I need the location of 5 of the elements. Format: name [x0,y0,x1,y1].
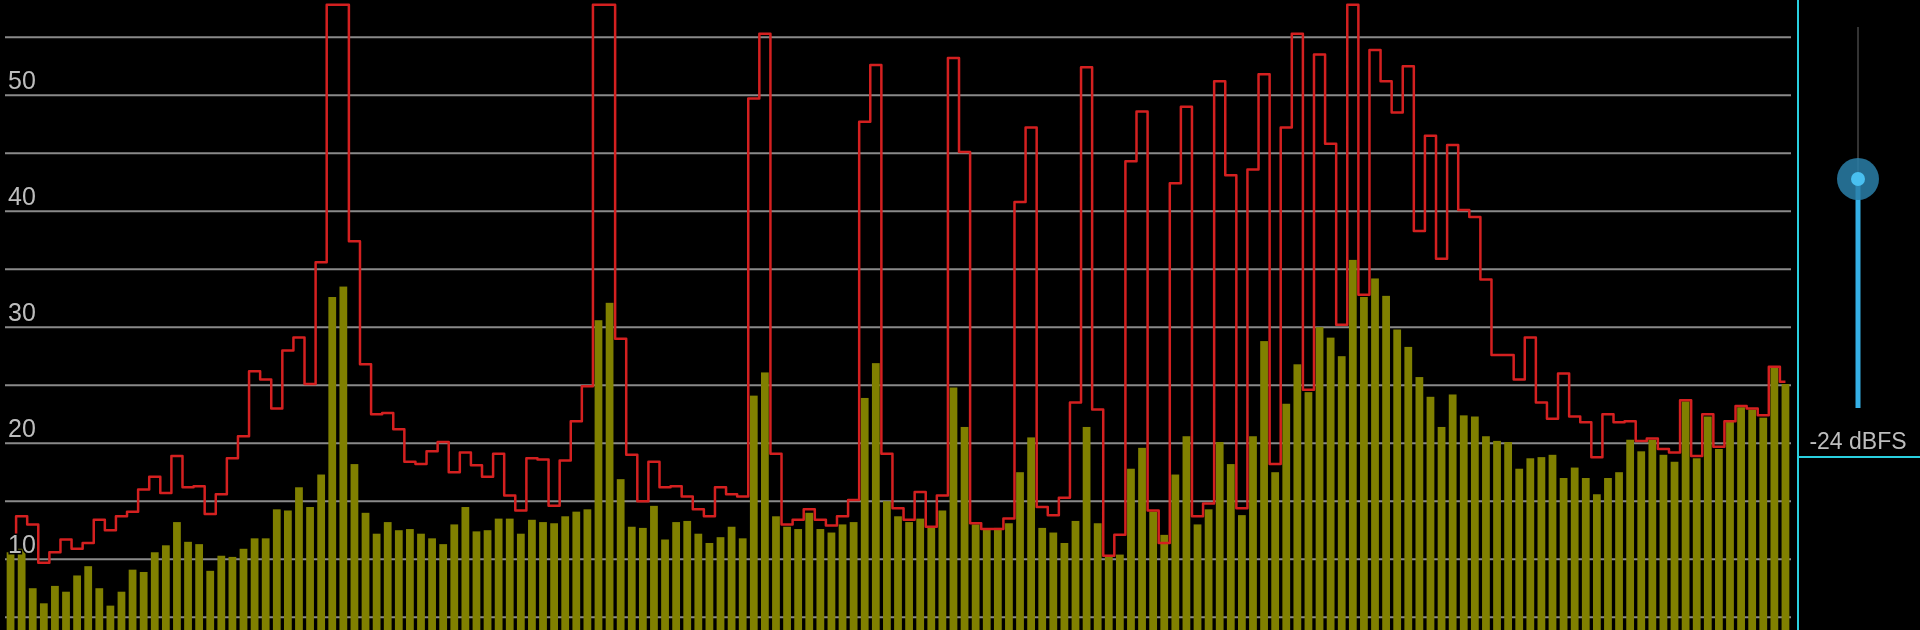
text: -24 dBFS [1809,428,1907,454]
y-tick-label: 30 [8,298,36,327]
y-tick-label: 50 [8,66,36,95]
y-tick-label: 20 [8,414,36,443]
y-tick-label: 40 [8,182,36,211]
